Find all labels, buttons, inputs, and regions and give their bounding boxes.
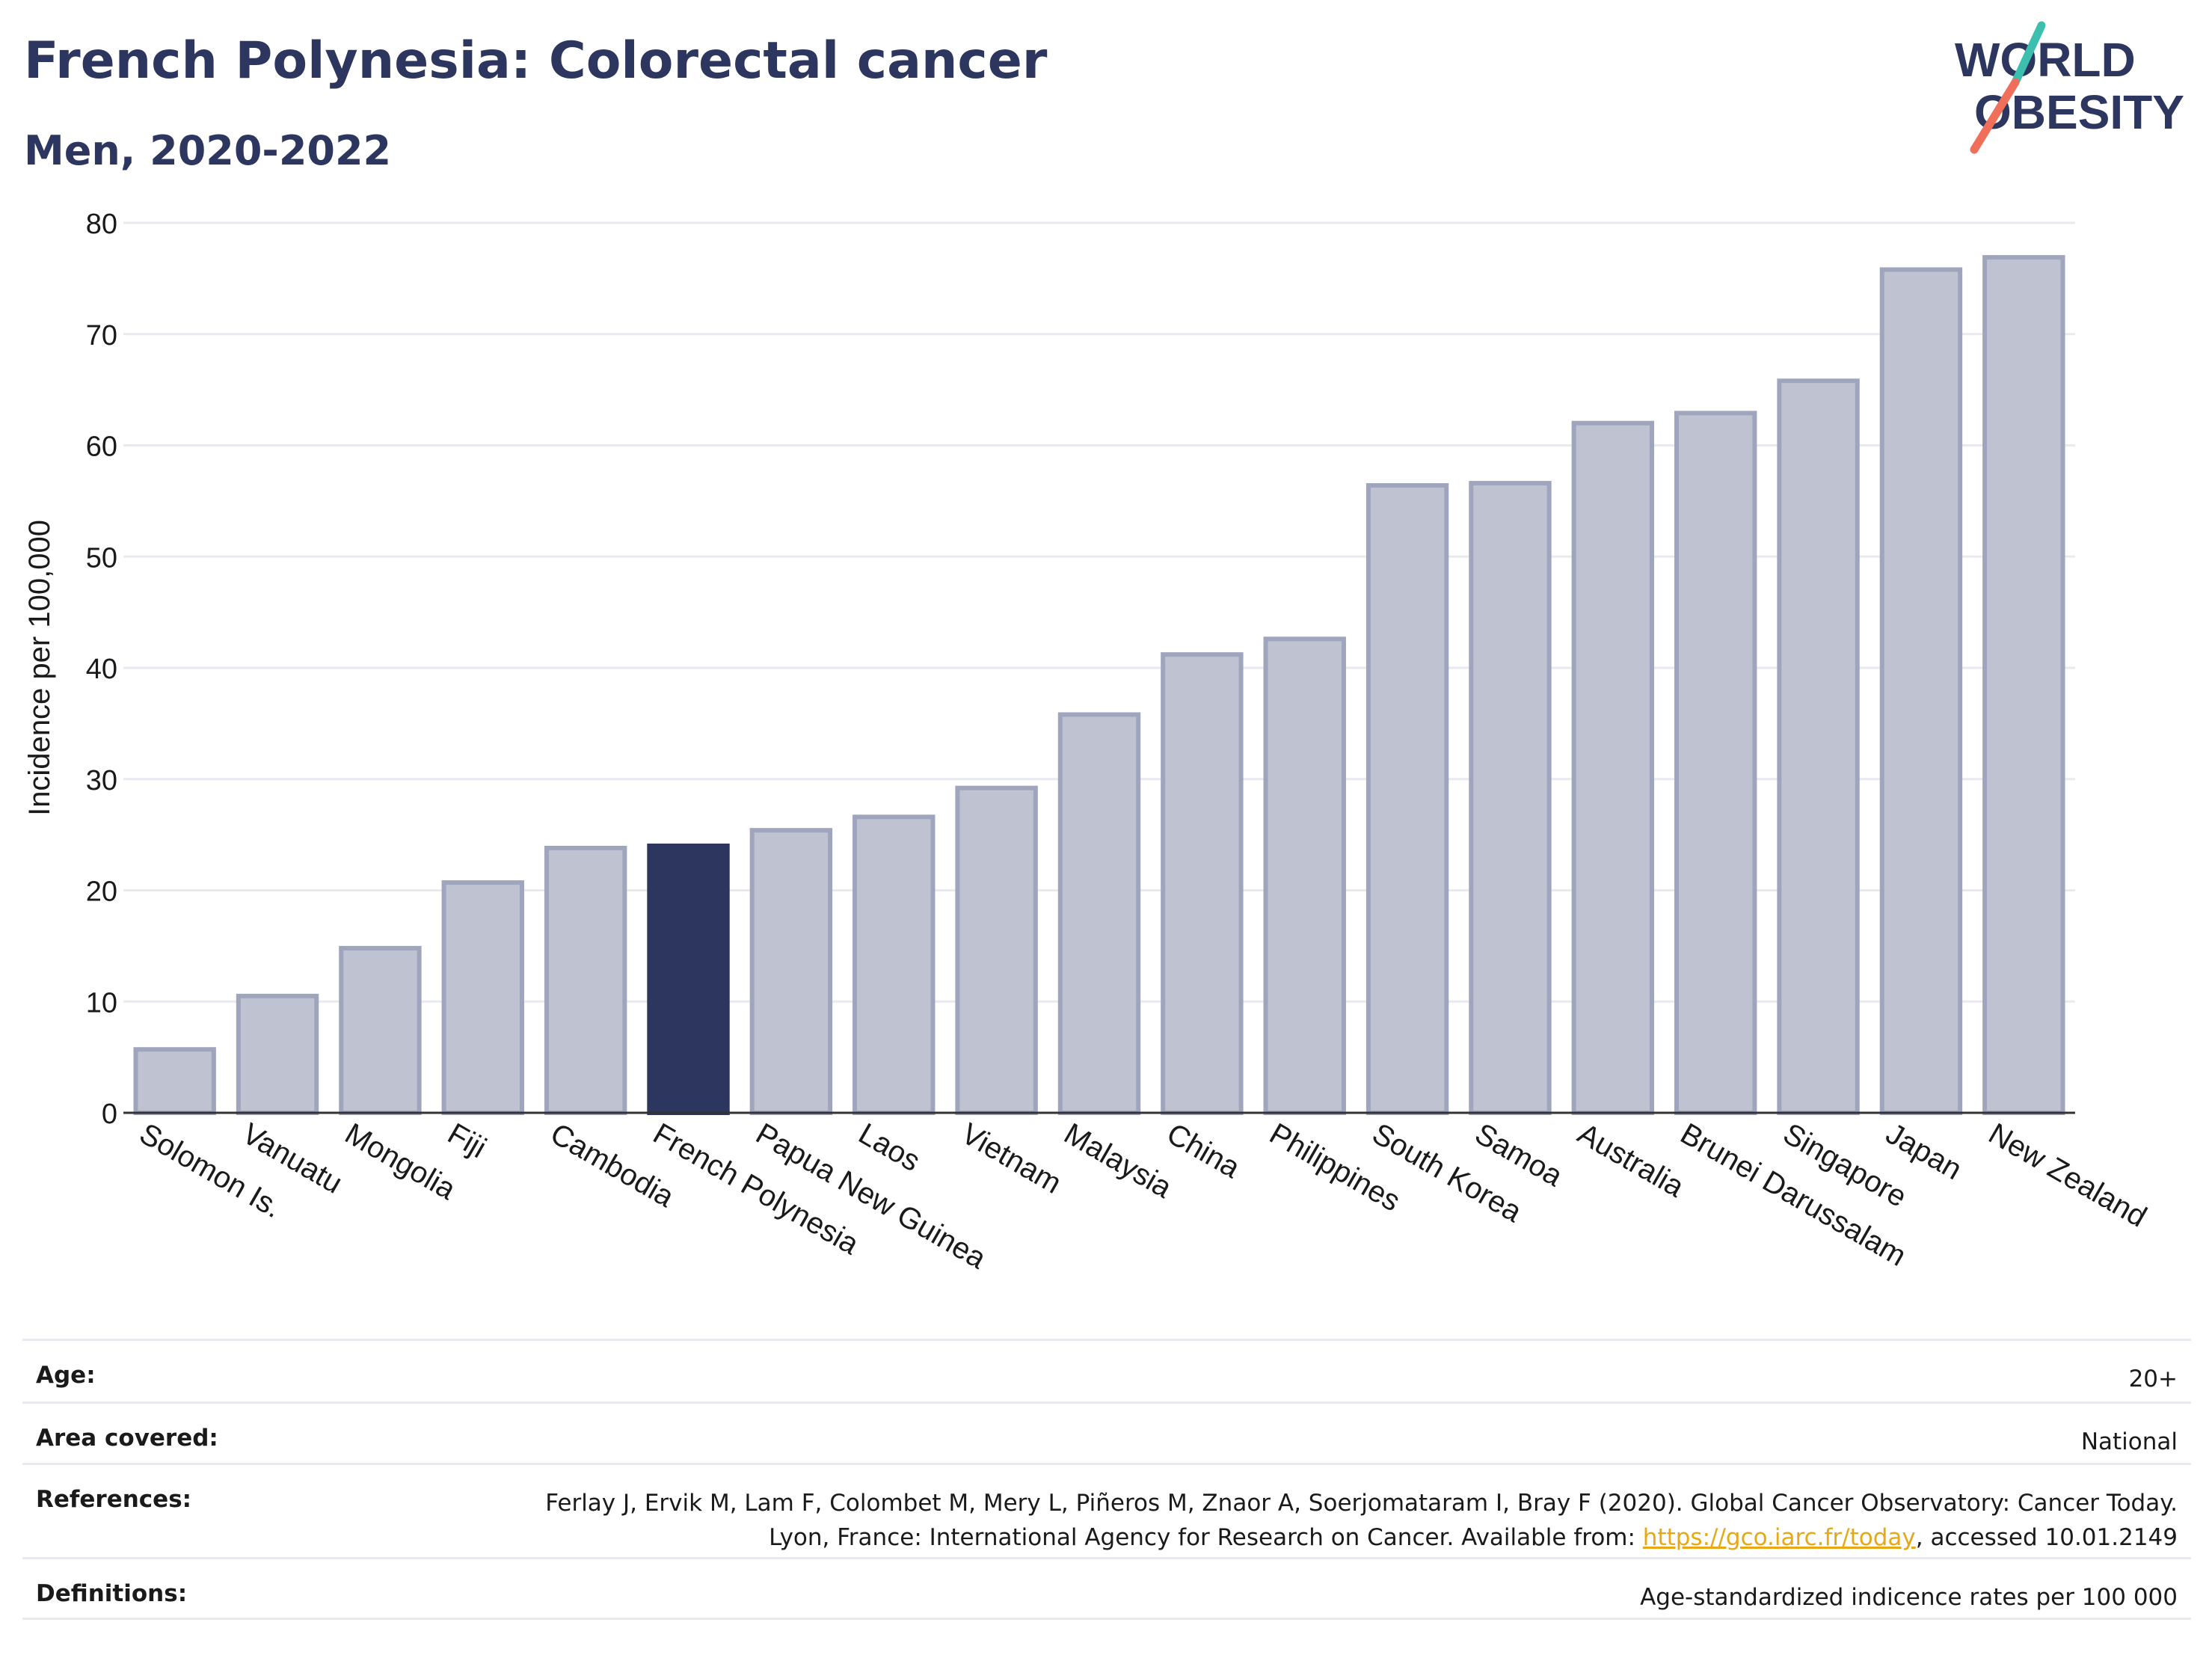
meta-row-area: Area covered: National <box>22 1401 2191 1463</box>
bar-chart: 0 10 20 30 40 50 60 70 80 Solomon Is.VanuatuMong… <box>23 209 2152 1276</box>
x-tick-label: Malaysia <box>1059 1117 1178 1205</box>
bar <box>1057 712 1141 1115</box>
bar <box>1263 636 1346 1115</box>
x-tick-label: Australia <box>1572 1117 1689 1204</box>
y-tick-label: 0 <box>102 1099 117 1130</box>
meta-row-definitions: Definitions: Age-standardized indicence … <box>22 1557 2191 1620</box>
bar <box>544 845 627 1115</box>
x-tick-label: Vietnam <box>956 1117 1066 1200</box>
y-axis-ticks: 0 10 20 30 40 50 60 70 80 <box>86 209 117 1130</box>
bar <box>1982 255 2065 1115</box>
bar <box>749 828 833 1116</box>
y-tick-label: 20 <box>86 876 117 908</box>
bars <box>133 255 2065 1116</box>
bar <box>441 880 524 1116</box>
references-link[interactable]: https://gco.iarc.fr/today <box>1642 1524 1916 1551</box>
y-tick-label: 60 <box>86 432 117 463</box>
logo-slash-teal <box>2011 21 2046 87</box>
x-tick-label: Fiji <box>442 1117 491 1165</box>
x-tick-label: Mongolia <box>340 1117 461 1207</box>
meta-value-references: Ferlay J, Ervik M, Lam F, Colombet M, Me… <box>532 1486 2178 1555</box>
meta-row-references: References: Ferlay J, Ervik M, Lam F, Co… <box>22 1463 2191 1557</box>
y-axis-label: Incidence per 100,000 <box>23 520 56 816</box>
y-tick-label: 30 <box>86 765 117 796</box>
meta-label-area: Area covered: <box>36 1425 218 1452</box>
x-tick-label: Laos <box>853 1117 926 1178</box>
x-tick-label: New Zealand <box>1983 1117 2152 1234</box>
bar <box>1469 481 1552 1115</box>
bar <box>339 945 422 1115</box>
bar <box>1777 378 1860 1116</box>
chart-title: French Polynesia: Colorectal cancer <box>24 31 1048 90</box>
bar <box>1571 420 1655 1115</box>
logo-word-world: WORLD <box>1955 33 2136 87</box>
bar <box>236 993 319 1115</box>
y-tick-label: 70 <box>86 320 117 351</box>
references-accessed: , accessed 10.01.2149 <box>1915 1524 2178 1551</box>
bar <box>1365 483 1449 1115</box>
bar-highlighted <box>647 844 730 1115</box>
bar <box>133 1047 216 1116</box>
y-tick-label: 80 <box>86 209 117 240</box>
meta-label-age: Age: <box>36 1362 96 1389</box>
references-text: Ferlay J, Ervik M, Lam F, Colombet M, Me… <box>545 1490 2178 1551</box>
y-tick-label: 10 <box>86 987 117 1019</box>
meta-value-area: National <box>2080 1428 2178 1455</box>
meta-label-references: References: <box>36 1486 192 1513</box>
bar <box>1674 411 1757 1115</box>
logo-slash-coral <box>1970 78 2020 154</box>
bar <box>1161 652 1244 1115</box>
bar <box>1879 267 1963 1116</box>
bar <box>852 814 936 1115</box>
meta-row-age: Age: 20+ <box>22 1339 2191 1401</box>
y-tick-label: 50 <box>86 542 117 574</box>
world-obesity-logo: WORLD OBESITY <box>1955 21 2184 154</box>
meta-value-definitions: Age-standardized indicence rates per 100… <box>1640 1584 2178 1611</box>
chart-subtitle: Men, 2020-2022 <box>24 127 392 174</box>
bar <box>955 785 1038 1116</box>
meta-label-definitions: Definitions: <box>36 1580 188 1607</box>
y-tick-label: 40 <box>86 654 117 685</box>
meta-value-age: 20+ <box>2128 1366 2178 1393</box>
metadata-table: Age: 20+ Area covered: National Referenc… <box>22 1339 2191 1620</box>
